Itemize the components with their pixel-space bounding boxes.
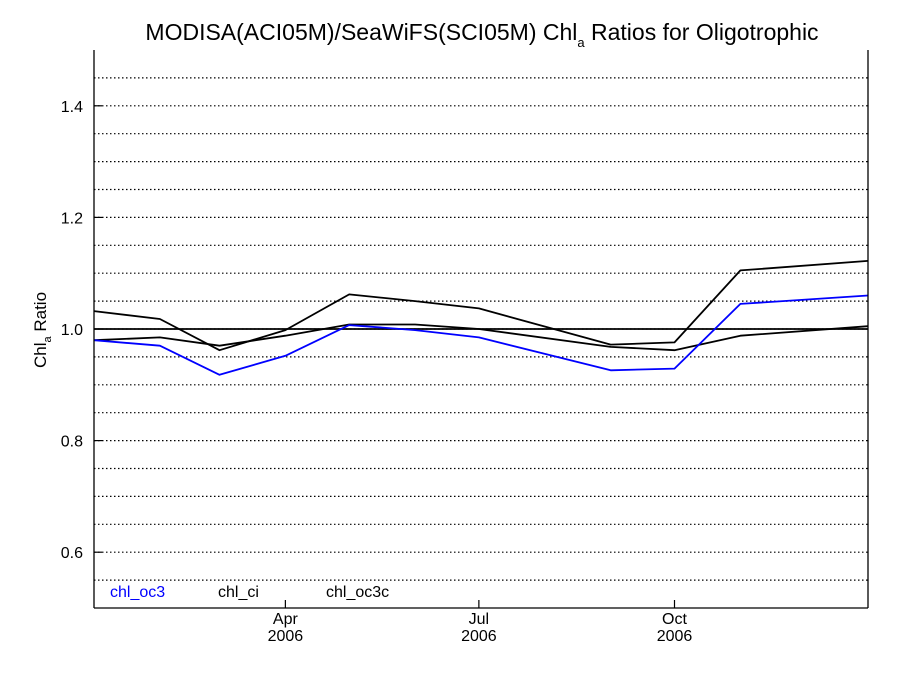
chart-title: MODISA(ACI05M)/SeaWiFS(SCI05M) Chla Rati… <box>145 19 818 50</box>
legend-entry-chl-oc3c: chl_oc3c <box>326 584 389 601</box>
legend: chl_oc3 chl_ci chl_oc3c <box>110 584 389 601</box>
x-tick-label-month: Apr <box>273 611 299 628</box>
x-tick-label-month: Jul <box>469 611 489 628</box>
x-tick-label-year: 2006 <box>461 628 497 645</box>
legend-entry-chl-oc3: chl_oc3 <box>110 584 165 601</box>
y-tick-label: 0.6 <box>61 545 83 562</box>
legend-entry-chl-ci: chl_ci <box>218 584 259 601</box>
y-tick-label: 0.8 <box>61 434 83 451</box>
grid <box>94 77 868 581</box>
series-line-chl-oc3 <box>93 294 869 376</box>
x-tick-label-month: Oct <box>662 611 687 628</box>
y-ticks: 0.6 0.8 1.0 1.2 1.4 <box>61 99 102 562</box>
x-tick-label-year: 2006 <box>268 628 304 645</box>
series-line-chl-oc3c <box>93 323 869 352</box>
x-tick-label-year: 2006 <box>657 628 693 645</box>
y-axis-label: Chla Ratio <box>31 292 54 368</box>
series-line-chl-ci <box>93 260 869 352</box>
series-group <box>93 260 869 376</box>
y-tick-label: 1.0 <box>61 322 83 339</box>
y-tick-label: 1.2 <box>61 210 83 227</box>
y-tick-label: 1.4 <box>61 99 83 116</box>
